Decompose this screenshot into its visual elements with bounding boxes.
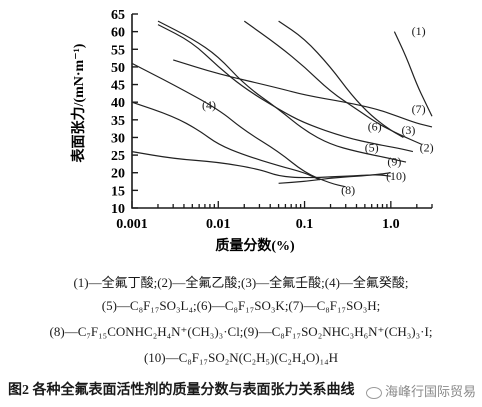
series-line-5 — [157, 20, 407, 163]
chart-series — [131, 20, 433, 188]
figure-caption: 图2 各种全氟表面活性剂的质量分数与表面张力关系曲线 — [8, 383, 355, 398]
series-line-1 — [393, 31, 433, 117]
series-line-6 — [157, 24, 414, 153]
y-tick-label: 50 — [111, 61, 125, 76]
series-label-6: (6) — [368, 119, 382, 133]
y-tick-label: 20 — [111, 167, 125, 182]
legend-line-4: (10)—C₈F₁₇SO₂N(C₂H₅)(C₂H₄O)₁₄H — [143, 350, 339, 365]
series-label-5: (5) — [365, 141, 379, 155]
y-tick-label: 40 — [111, 96, 125, 111]
watermark: 海峰行国际贸易 — [365, 381, 476, 400]
series-label-3: (3) — [401, 123, 415, 137]
series-line-2 — [243, 20, 423, 146]
legend-line-1: (1)—全氟丁酸;(2)—全氟乙酸;(3)—全氟壬酸;(4)—全氟癸酸; — [73, 275, 409, 290]
y-tick-label: 45 — [111, 79, 125, 94]
y-tick-label: 15 — [111, 184, 125, 199]
wechat-icon — [365, 386, 382, 399]
x-tick-label: 1.0 — [382, 217, 400, 232]
x-tick-label: 0.001 — [116, 217, 148, 232]
series-line-9 — [131, 151, 391, 179]
x-tick-label: 0.01 — [206, 217, 231, 232]
series-line-7 — [173, 59, 433, 128]
chart-axes: 10 15 20 25 30 35 40 45 50 55 60 65 0.001 0.01 0.1 1.0 — [111, 8, 433, 232]
series-label-9: (9) — [387, 155, 401, 169]
series-label-4: (4) — [202, 98, 216, 112]
x-axis-label: 质量分数(%) — [215, 237, 295, 254]
series-label-7: (7) — [412, 102, 426, 116]
series-line-4 — [131, 101, 320, 181]
y-tick-label: 55 — [111, 43, 125, 58]
series-line-8 — [131, 62, 346, 188]
y-tick-label: 10 — [111, 202, 125, 217]
legend-line-3: (8)—C₇F₁₅CONHC₂H₄N⁺(CH₃)₃·Cl;(9)—C₈F₁₇SO… — [49, 324, 433, 339]
series-label-8: (8) — [341, 183, 355, 197]
series-label-10: (10) — [386, 169, 406, 183]
y-tick-label: 25 — [111, 149, 125, 164]
y-tick-label: 60 — [111, 26, 125, 41]
y-tick-label: 35 — [111, 114, 125, 129]
series-label-2: (2) — [420, 141, 434, 155]
series-label-1: (1) — [412, 24, 426, 38]
series-line-3 — [278, 20, 404, 139]
x-tick-label: 0.1 — [296, 217, 314, 232]
y-tick-label: 65 — [111, 8, 125, 23]
legend-line-2: (5)—C₈F₁₇SO₃L₄;(6)—C₈F₁₇SO₃K;(7)—C₈F₁₇SO… — [101, 298, 381, 313]
y-axis-label: 表面张力/(mN·m⁻¹) — [70, 43, 87, 163]
y-tick-label: 30 — [111, 131, 125, 146]
watermark-text: 海峰行国际贸易 — [384, 385, 476, 400]
chart-series-labels: (1) (2) (3) (4) (5) (6) (7) (8) (9)(10) — [202, 24, 434, 197]
series-line-10 — [278, 172, 391, 184]
